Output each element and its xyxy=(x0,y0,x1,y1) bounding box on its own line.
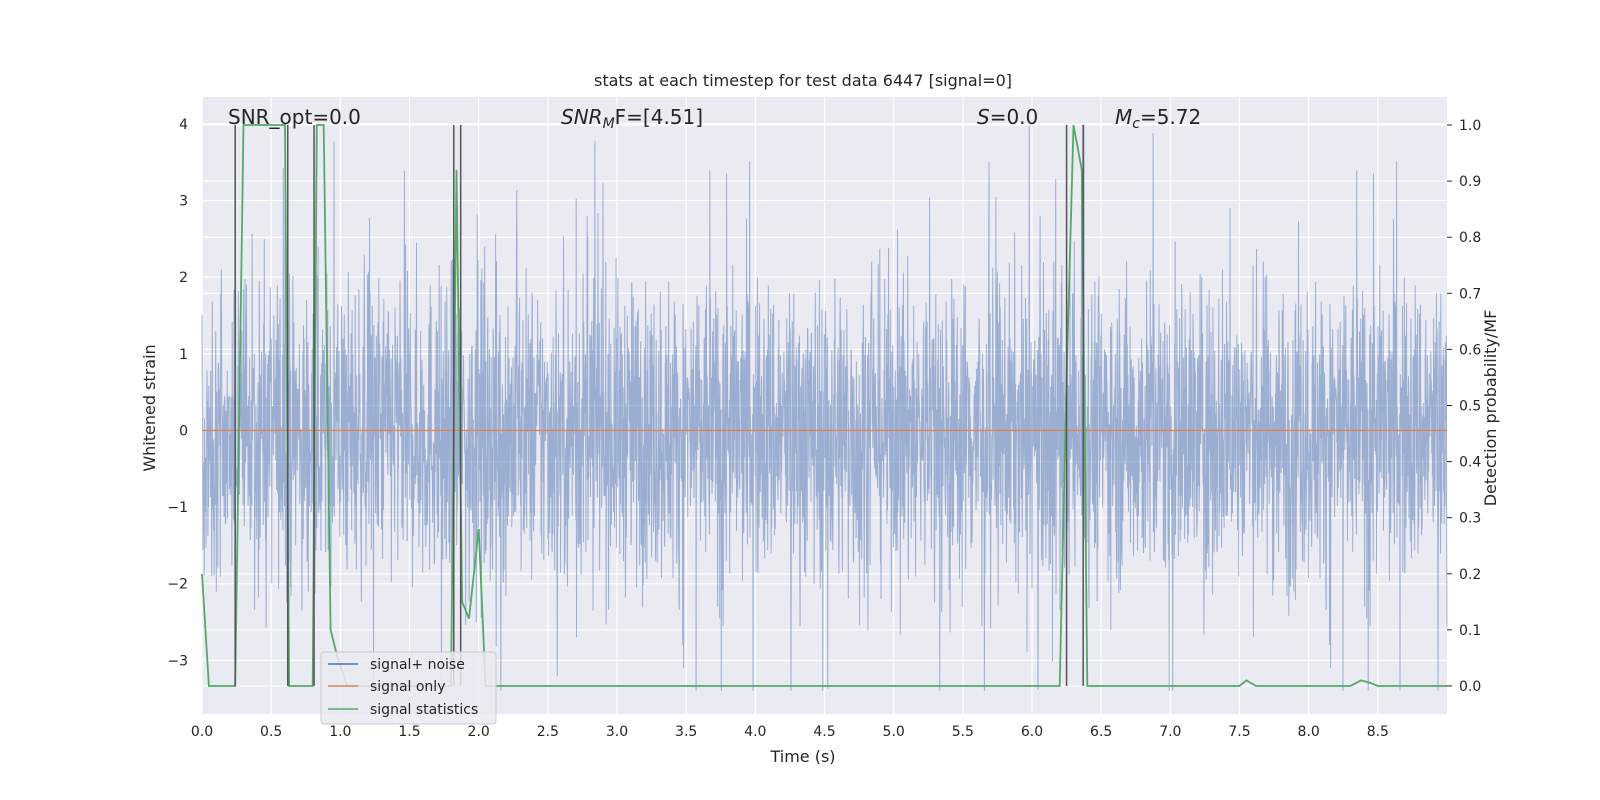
y2-tick-label: 1.0 xyxy=(1459,118,1481,134)
annotation-snr-mf-main: SNR xyxy=(561,105,603,129)
series-signal-noise xyxy=(201,124,1448,692)
event-vertical-lines xyxy=(234,125,1084,686)
annotation-snr-mf: SNRMF=[4.51] xyxy=(561,105,703,132)
series-line-signal-noise xyxy=(201,124,1448,692)
x-tick-label: 1.0 xyxy=(329,724,351,740)
annotation-snr-mf-sub: M xyxy=(603,116,615,132)
y2-tick-label: 0.2 xyxy=(1459,567,1481,583)
x-tick-label: 0.0 xyxy=(191,724,213,740)
y2-tick-label: 0.9 xyxy=(1459,174,1481,190)
y2-tick-label: 0.0 xyxy=(1459,679,1481,695)
x-tick-label: 2.5 xyxy=(537,724,559,740)
annotation-mc: Mc=5.72 xyxy=(1115,105,1201,132)
annotation-mc-main: M xyxy=(1115,105,1132,129)
x-axis-ticks: 0.0 0.5 1.0 1.5 2.0 2.5 3.0 3.5 4.0 4.5 5.0 5.5 6.0 6… xyxy=(191,724,1389,740)
annotation-snr-opt: SNR_opt=0.0 xyxy=(228,105,361,129)
annotation-s-italic: S xyxy=(977,105,990,129)
chart-title: stats at each timestep for test data 644… xyxy=(594,71,1012,90)
legend-label-signal-statistics: signal statistics xyxy=(370,702,478,718)
annotation-s: S=0.0 xyxy=(977,105,1038,129)
y2-tick-label: 0.3 xyxy=(1459,511,1481,527)
y-tick-label: 2 xyxy=(179,270,188,286)
y-tick-label: −3 xyxy=(167,653,188,669)
x-axis-label: Time (s) xyxy=(769,747,835,766)
x-tick-label: 8.0 xyxy=(1298,724,1320,740)
x-tick-label: 4.5 xyxy=(813,724,835,740)
x-tick-label: 0.5 xyxy=(260,724,282,740)
annotation-mc-rest: =5.72 xyxy=(1140,105,1201,129)
annotation-s-rest: =0.0 xyxy=(990,105,1039,129)
y-tick-label: 4 xyxy=(179,117,188,133)
y2-axis-ticks: 0.0 0.1 0.2 0.3 0.4 0.5 0.6 0.7 0.8 0.9 1.0 xyxy=(1447,118,1481,695)
legend: signal+ noise signal only signal statist… xyxy=(320,651,497,725)
y-axis-ticks: −3 −2 −1 0 1 2 3 4 xyxy=(167,117,188,670)
x-tick-label: 1.5 xyxy=(398,724,420,740)
y-tick-label: −1 xyxy=(167,500,188,516)
x-tick-label: 7.5 xyxy=(1228,724,1250,740)
y-axis-label: Whitened strain xyxy=(140,344,159,471)
x-tick-label: 6.0 xyxy=(1021,724,1043,740)
x-tick-label: 2.0 xyxy=(468,724,490,740)
y2-tick-label: 0.7 xyxy=(1459,286,1481,302)
x-tick-label: 6.5 xyxy=(1090,724,1112,740)
y2-tick-label: 0.5 xyxy=(1459,399,1481,415)
annotation-snr-mf-rest: F=[4.51] xyxy=(615,105,703,129)
legend-box xyxy=(320,651,497,725)
x-tick-label: 8.5 xyxy=(1367,724,1389,740)
x-tick-label: 7.0 xyxy=(1159,724,1181,740)
legend-label-signal-noise: signal+ noise xyxy=(370,657,465,673)
x-tick-label: 5.5 xyxy=(952,724,974,740)
y-tick-label: −2 xyxy=(167,577,188,593)
x-tick-label: 5.0 xyxy=(883,724,905,740)
y2-tick-label: 0.4 xyxy=(1459,455,1481,471)
y-tick-label: 3 xyxy=(179,193,188,209)
y2-axis-label: Detection probability/MF xyxy=(1481,310,1500,507)
y2-tick-label: 0.6 xyxy=(1459,342,1481,358)
x-tick-label: 3.0 xyxy=(606,724,628,740)
y2-tick-label: 0.1 xyxy=(1459,623,1481,639)
legend-label-signal-only: signal only xyxy=(370,679,445,695)
y2-tick-label: 0.8 xyxy=(1459,230,1481,246)
y-tick-label: 1 xyxy=(179,347,188,363)
x-tick-label: 3.5 xyxy=(675,724,697,740)
y-tick-label: 0 xyxy=(179,423,188,439)
x-tick-label: 4.0 xyxy=(744,724,766,740)
annotations: SNR_opt=0.0 SNRMF=[4.51] S=0.0 Mc=5.72 xyxy=(228,105,1201,132)
annotation-mc-sub: c xyxy=(1132,116,1140,132)
